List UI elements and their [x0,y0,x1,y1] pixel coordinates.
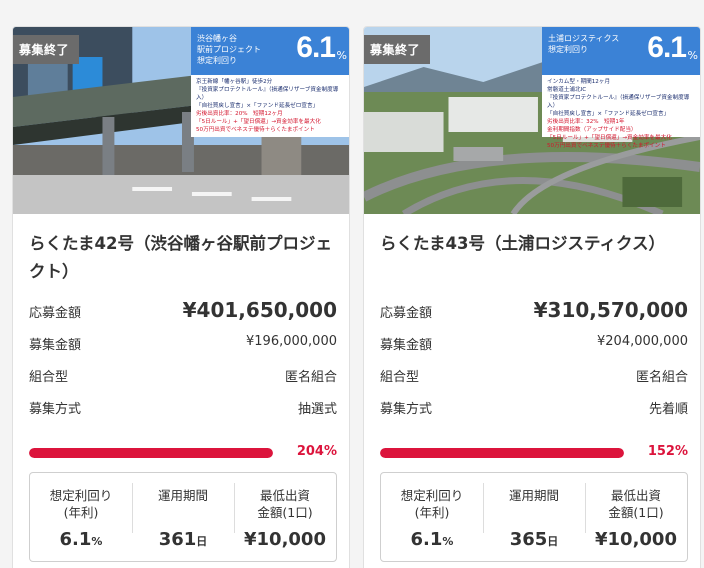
stat-min-investment: 最低出資 金額(1口) ¥10,000 [234,473,336,561]
row-label: 応募金額 [380,306,433,321]
fund-image[interactable]: 募集終了 土浦ロジスティクス 想定利回り 6.1 % インカム型・期間12ヶ月 … [364,27,700,214]
fund-title[interactable]: らくたま43号（土浦ロジスティクス） [380,234,665,253]
fund-card-42[interactable]: 募集終了 渋谷幡ヶ谷 駅前プロジェクト 想定利回り 6.1 % 京王新線「幡ヶ谷… [12,26,350,568]
stat-label: 運用期間 [508,488,559,503]
fund-card-43[interactable]: 募集終了 土浦ロジスティクス 想定利回り 6.1 % インカム型・期間12ヶ月 … [363,26,701,568]
target-amount-row: 募集金額 ¥204,000,000 [380,330,688,362]
stat-period: 運用期間 361日 [132,473,234,561]
promo-name-line: 土浦ロジスティクス [548,34,620,43]
promo-percent: % [336,49,347,62]
promo-name-line: 駅前プロジェクト [197,45,261,54]
promo-line: 『投資家プロテクトルール』（損通保リザーブ資金制度導入） [196,87,339,101]
promo-line: 金利期間指数（アップサイド配当） [547,127,637,133]
progress-fill [380,448,624,458]
promo-rate-label: 想定利回り [197,56,237,65]
applied-amount-row: 応募金額 ¥310,570,000 [380,298,688,330]
promo-line: 劣後出資比率：32% 短期1年 [547,119,625,125]
recruitment-method-value: 抽選式 [297,402,337,417]
stat-value: 365 [509,529,548,550]
row-label: 募集方式 [29,402,82,417]
promo-line: 「5日ルール」+「望日償還」→資金効率を最大化 [547,135,672,141]
promo-banner: 土浦ロジスティクス 想定利回り 6.1 % インカム型・期間12ヶ月 常磐道土浦… [542,27,700,149]
progress-percent: 152% [647,444,688,459]
row-label: 組合型 [29,370,69,385]
promo-line: 50万円出資でベネステ優待＋らくたまポイント [547,143,666,149]
promo-line: インカム型・期間12ヶ月 [547,79,611,85]
fund-image[interactable]: 募集終了 渋谷幡ヶ谷 駅前プロジェクト 想定利回り 6.1 % 京王新線「幡ヶ谷… [13,27,349,214]
stat-label: 運用期間 [157,488,208,503]
applied-amount-row: 応募金額 ¥401,650,000 [29,298,337,330]
target-amount-row: 募集金額 ¥196,000,000 [29,330,337,362]
fund-stats: 想定利回り (年利) 6.1% 運用期間 365日 最低出資 金額(1口) ¥1… [380,472,688,562]
promo-line: 京王新線「幡ヶ谷駅」徒歩2分 [196,79,273,85]
row-label: 組合型 [380,370,420,385]
row-label: 募集金額 [29,338,82,353]
progress-fill [29,448,273,458]
target-amount-value: ¥204,000,000 [597,334,688,349]
stat-value: 6.1 [59,529,92,550]
partnership-type-row: 組合型 匿名組合 [380,362,688,394]
recruitment-method-value: 先着順 [648,402,688,417]
stat-yield: 想定利回り (年利) 6.1% [30,473,132,561]
promo-banner: 渋谷幡ヶ谷 駅前プロジェクト 想定利回り 6.1 % 京王新線「幡ヶ谷駅」徒歩2… [191,27,349,137]
stat-label: 想定利回り (年利) [49,488,113,520]
funding-progress: 152% [380,440,688,470]
partnership-type-value: 匿名組合 [635,370,688,385]
promo-line: 常磐道土浦北IC [547,87,587,93]
recruitment-method-row: 募集方式 先着順 [380,394,688,426]
promo-line: 『投資家プロテクトルール』（損通保リザーブ資金制度導入） [547,95,690,109]
promo-rate-label: 想定利回り [548,45,588,54]
fund-title[interactable]: らくたま42号（渋谷幡ヶ谷駅前プロジェクト） [29,234,332,281]
stat-unit: % [442,535,454,548]
funding-progress: 204% [29,440,337,470]
progress-bar [380,448,624,458]
partnership-type-value: 匿名組合 [284,370,337,385]
promo-line: 劣後出資比率：20% 短期12ヶ月 [196,111,283,117]
partnership-type-row: 組合型 匿名組合 [29,362,337,394]
stat-value: ¥10,000 [595,529,677,550]
promo-line: 「5日ルール」+「望日償還」→資金効率を最大化 [196,119,321,125]
promo-rate: 6.1 [647,31,687,64]
stat-unit: 日 [547,535,559,548]
stat-value: 6.1 [410,529,443,550]
fund-stats: 想定利回り (年利) 6.1% 運用期間 361日 最低出資 金額(1口) ¥1… [29,472,337,562]
row-label: 募集金額 [380,338,433,353]
promo-name-line: 渋谷幡ヶ谷 [197,34,237,43]
stat-period: 運用期間 365日 [483,473,585,561]
applied-amount-value: ¥401,650,000 [182,298,337,322]
stat-value: 361 [158,529,197,550]
promo-line: 50万円出資でベネステ優待＋らくたまポイント [196,127,315,133]
promo-percent: % [687,49,698,62]
stat-value: ¥10,000 [244,529,326,550]
target-amount-value: ¥196,000,000 [246,334,337,349]
stat-label: 最低出資 金額(1口) [608,488,664,520]
stat-min-investment: 最低出資 金額(1口) ¥10,000 [585,473,687,561]
stat-yield: 想定利回り (年利) 6.1% [381,473,483,561]
progress-bar [29,448,273,458]
stat-unit: % [91,535,103,548]
stat-label: 最低出資 金額(1口) [257,488,313,520]
stat-label: 想定利回り (年利) [400,488,464,520]
promo-line: 「自社買戻し宣言」×「ファンド延長ゼロ宣言」 [196,103,319,109]
applied-amount-value: ¥310,570,000 [533,298,688,322]
stat-unit: 日 [196,535,208,548]
closed-badge: 募集終了 [13,35,80,64]
promo-line: 「自社買戻し宣言」×「ファンド延長ゼロ宣言」 [547,111,670,117]
promo-rate: 6.1 [296,31,336,64]
progress-percent: 204% [296,444,337,459]
row-label: 応募金額 [29,306,82,321]
row-label: 募集方式 [380,402,433,417]
closed-badge: 募集終了 [364,35,431,64]
recruitment-method-row: 募集方式 抽選式 [29,394,337,426]
